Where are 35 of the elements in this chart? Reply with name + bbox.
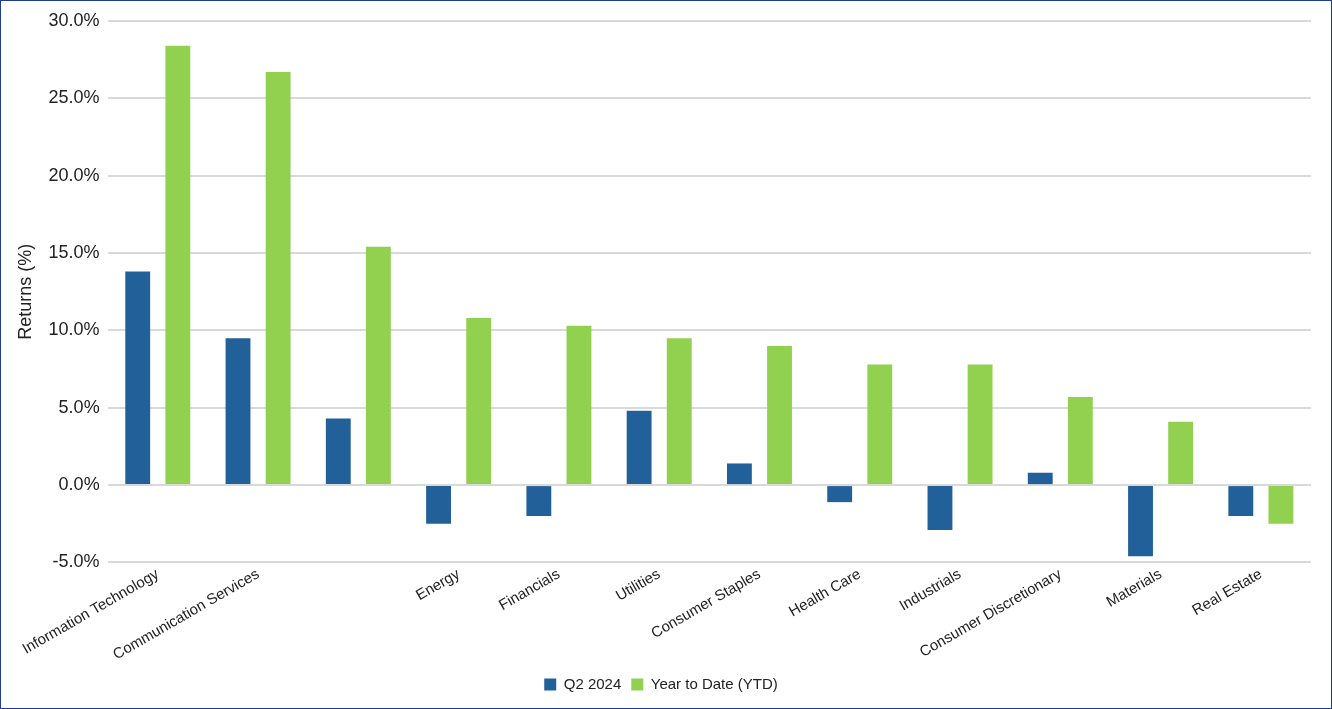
bar: [967, 364, 993, 485]
bar: [1128, 486, 1153, 557]
bar: [526, 486, 552, 517]
y-tick-label: 30.0%: [48, 9, 100, 30]
y-tick-label: 25.0%: [48, 87, 100, 108]
bar: [325, 418, 351, 485]
y-tick-label: 20.0%: [48, 164, 100, 185]
bar: [1228, 486, 1254, 517]
bar: [626, 410, 652, 485]
y-tick-label: -5.0%: [52, 551, 100, 572]
bar: [426, 486, 451, 524]
bar: [767, 345, 792, 485]
y-tick-label: 10.0%: [48, 319, 100, 340]
bar: [566, 325, 592, 485]
bar: [1268, 486, 1294, 524]
bar: [1168, 421, 1194, 485]
bar: [927, 486, 953, 530]
bar: [365, 246, 391, 485]
bar: [726, 463, 752, 485]
y-tick-label: 5.0%: [58, 396, 100, 417]
y-tick-label: 0.0%: [58, 474, 100, 495]
bar: [827, 486, 853, 503]
bar: [1067, 396, 1093, 485]
bar: [466, 318, 492, 485]
y-tick-label: 15.0%: [48, 242, 100, 263]
bar: [225, 338, 251, 485]
bar: [867, 364, 893, 485]
bar: [165, 45, 191, 485]
legend-label: Year to Date (YTD): [650, 674, 778, 692]
bar: [265, 72, 291, 485]
y-axis-title: Returns (%): [14, 243, 35, 340]
bar: [666, 338, 692, 485]
legend-label: Q2 2024: [563, 674, 622, 692]
bar: [1027, 472, 1053, 485]
bar: [125, 271, 151, 485]
